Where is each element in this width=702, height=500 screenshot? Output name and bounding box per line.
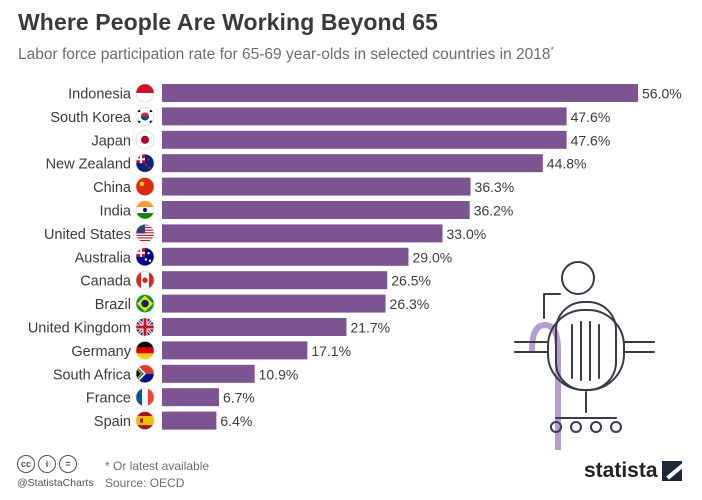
data-label: 26.5% xyxy=(391,273,431,289)
data-label: 10.9% xyxy=(259,366,299,382)
statista-logo-icon xyxy=(661,461,682,481)
footnote: * Or latest available Source: OECD xyxy=(105,458,209,492)
united-states-flag xyxy=(135,224,155,243)
data-label: 47.6% xyxy=(571,109,611,125)
bar xyxy=(162,318,347,336)
bar xyxy=(162,107,567,126)
bar xyxy=(162,388,219,407)
new-zealand-flag xyxy=(135,153,155,173)
category-label: Japan xyxy=(91,133,131,149)
category-label: Australia xyxy=(75,250,132,266)
bar xyxy=(162,84,638,102)
france-flag xyxy=(135,387,155,407)
data-label: 17.1% xyxy=(311,343,351,359)
south-africa-flag xyxy=(135,364,155,384)
bar xyxy=(162,294,386,313)
license-block: cc i = @StatistaCharts xyxy=(17,455,94,489)
category-label: South Korea xyxy=(50,110,132,126)
data-label: 6.7% xyxy=(223,390,255,406)
united-kingdom-flag xyxy=(135,317,155,337)
data-label: 44.8% xyxy=(547,156,587,172)
statista-logo[interactable]: statista xyxy=(584,459,682,483)
category-label: Indonesia xyxy=(68,87,132,103)
bar xyxy=(162,130,567,149)
category-label: France xyxy=(86,391,131,407)
bar-chart: Indonesia 56.0% South Korea 47.6% Japan 47.6%… xyxy=(28,83,682,450)
data-label: 33.0% xyxy=(447,226,487,242)
chart-subtitle: Labor force participation rate for 65-69… xyxy=(18,45,554,64)
attribution-icon: i xyxy=(38,455,56,473)
brazil-flag xyxy=(135,294,155,313)
category-label: Brazil xyxy=(95,297,131,313)
bar xyxy=(162,341,308,360)
data-label: 47.6% xyxy=(571,132,611,148)
data-label: 36.2% xyxy=(474,203,514,219)
spain-flag xyxy=(135,411,155,430)
category-label: Germany xyxy=(71,344,131,360)
bar xyxy=(162,411,217,430)
category-label: Canada xyxy=(80,274,132,290)
category-label: New Zealand xyxy=(46,157,131,173)
source-text: Source: OECD xyxy=(105,476,185,490)
creative-commons-icon: cc xyxy=(17,455,35,473)
category-label: South Africa xyxy=(53,367,132,383)
category-label: United States xyxy=(44,227,131,243)
category-label: United Kingdom xyxy=(28,321,131,337)
japan-flag xyxy=(135,130,155,150)
bar xyxy=(162,271,388,290)
data-label: 6.4% xyxy=(220,413,252,429)
chart-title: Where People Are Working Beyond 65 xyxy=(18,9,439,35)
category-label: China xyxy=(93,180,132,196)
license-icons: cc i = xyxy=(17,455,94,473)
data-label: 36.3% xyxy=(475,179,515,195)
data-label: 29.0% xyxy=(413,249,453,265)
subtitle-text: Labor force participation rate for 65-69… xyxy=(18,46,551,64)
category-label: India xyxy=(100,204,132,220)
canada-flag xyxy=(135,270,155,290)
footnote-text: * Or latest available xyxy=(105,459,210,473)
bar xyxy=(162,154,543,173)
china-flag xyxy=(135,177,155,196)
indonesia-flag xyxy=(135,83,155,103)
bar xyxy=(162,224,443,243)
subtitle-footnote-mark: * xyxy=(550,45,554,55)
data-label: 56.0% xyxy=(642,86,682,102)
bar xyxy=(162,177,471,196)
twitter-handle[interactable]: @StatistaCharts xyxy=(17,477,94,489)
elderly-worker-illustration xyxy=(514,261,655,450)
brand-name: statista xyxy=(584,459,658,482)
data-label: 26.3% xyxy=(390,296,430,312)
bar xyxy=(162,247,409,266)
india-flag xyxy=(135,200,155,220)
australia-flag xyxy=(135,247,155,267)
bar xyxy=(162,364,255,383)
category-label: Spain xyxy=(94,414,131,430)
south-korea-flag xyxy=(135,107,155,126)
no-derivatives-icon: = xyxy=(59,455,77,473)
germany-flag xyxy=(135,341,155,360)
bar xyxy=(162,201,470,219)
data-label: 21.7% xyxy=(350,320,390,336)
